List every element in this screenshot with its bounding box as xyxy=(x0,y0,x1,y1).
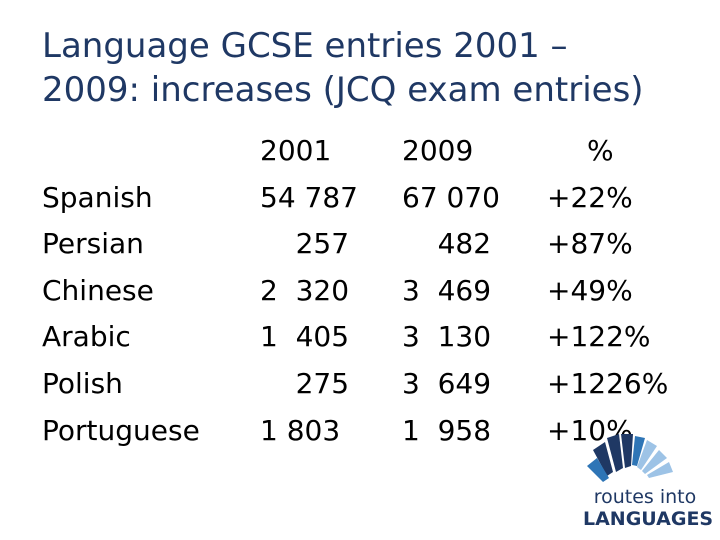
year-2009-column: 2009 67 070 482 3 469 3 130 3 649 1 958 xyxy=(402,128,502,454)
year-2001-column: 2001 54 787 257 2 320 1 405 275 1 803 xyxy=(260,128,360,454)
header-2001: 2001 xyxy=(260,134,332,167)
slide-title: Language GCSE entries 2001 – 2009: incre… xyxy=(42,24,702,112)
cell-percent: +49% xyxy=(547,273,633,307)
cell-percent: +87% xyxy=(547,227,633,261)
cell-percent: +1226% xyxy=(547,366,669,400)
routes-into-languages-logo: routes into LANGUAGES xyxy=(583,432,714,532)
percent-column: % +22% +87% +49% +122% +1226% +10% xyxy=(547,128,669,454)
logo-fan-mid xyxy=(587,436,645,482)
cell-2001: 54 787 xyxy=(260,180,358,214)
language-header-spacer xyxy=(42,128,242,175)
slide-title-line1: Language GCSE entries 2001 – xyxy=(42,26,568,66)
cell-2001: 257 xyxy=(260,227,350,261)
logo-fan-light xyxy=(637,440,673,478)
logo-text-languages: LANGUAGES xyxy=(583,508,714,530)
cell-2009: 67 070 xyxy=(402,180,500,214)
row-language: Polish xyxy=(42,366,123,400)
slide-title-line2: 2009: increases (JCQ exam entries) xyxy=(42,70,644,110)
cell-2001: 275 xyxy=(260,366,350,400)
cell-2001: 2 320 xyxy=(260,273,350,307)
row-language: Portuguese xyxy=(42,413,200,447)
row-language: Persian xyxy=(42,227,144,261)
cell-2009: 1 958 xyxy=(402,413,492,447)
header-2009: 2009 xyxy=(402,134,474,167)
logo-fan-dark xyxy=(593,434,633,476)
row-language: Chinese xyxy=(42,273,154,307)
header-percent: % xyxy=(587,134,614,167)
cell-percent: +22% xyxy=(547,180,633,214)
cell-percent: +122% xyxy=(547,320,651,354)
cell-2009: 3 649 xyxy=(402,366,492,400)
language-column: Spanish Persian Chinese Arabic Polish Po… xyxy=(42,128,242,454)
row-language: Arabic xyxy=(42,320,131,354)
cell-2009: 3 469 xyxy=(402,273,492,307)
logo-fan-icon xyxy=(587,434,673,482)
cell-2001: 1 803 xyxy=(260,413,341,447)
row-language: Spanish xyxy=(42,180,153,214)
cell-2009: 482 xyxy=(402,227,492,261)
logo-text-routes: routes into xyxy=(593,486,697,508)
cell-2009: 3 130 xyxy=(402,320,492,354)
cell-2001: 1 405 xyxy=(260,320,350,354)
